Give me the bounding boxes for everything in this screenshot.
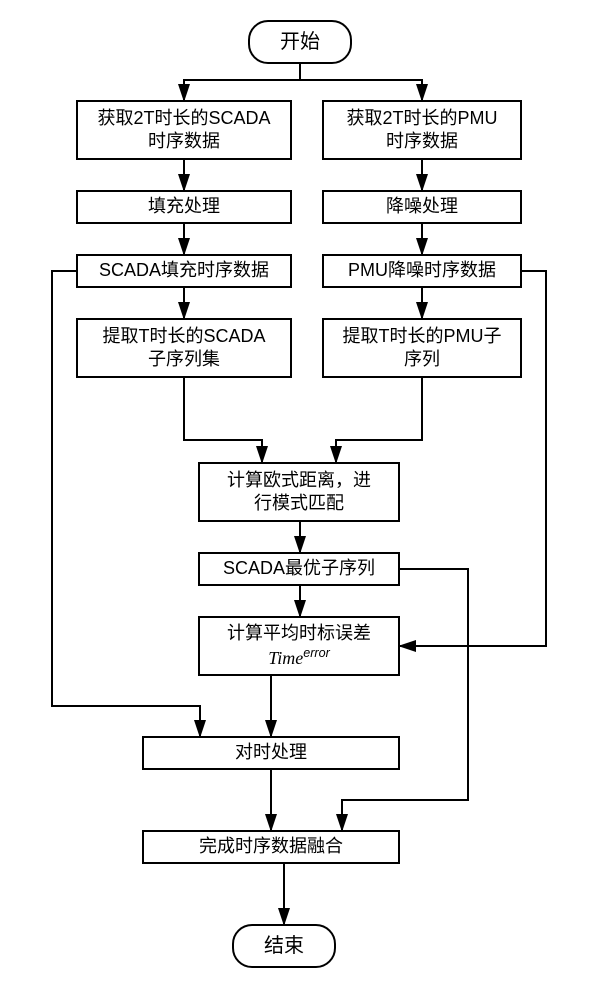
node-fusion: 完成时序数据融合	[142, 830, 400, 864]
node-sync: 对时处理	[142, 736, 400, 770]
label-fusion: 完成时序数据融合	[199, 835, 343, 858]
label-time-var: Time	[268, 648, 303, 668]
label-time-err-formula: Timeerror	[227, 645, 371, 670]
label-time-err: 计算平均时标误差	[227, 622, 371, 645]
node-pmu-acq: 获取2T时长的PMU时序数据	[322, 100, 522, 160]
label-pmu-acq: 获取2T时长的PMU时序数据	[346, 107, 497, 154]
node-pmu-extract: 提取T时长的PMU子序列	[322, 318, 522, 378]
label-pmu-extract: 提取T时长的PMU子序列	[343, 325, 502, 372]
label-denoise: 降噪处理	[386, 195, 458, 218]
node-time-err: 计算平均时标误差 Timeerror	[198, 616, 400, 676]
label-pmu-denoise: PMU降噪时序数据	[348, 259, 496, 282]
node-scada-opt: SCADA最优子序列	[198, 552, 400, 586]
label-start: 开始	[280, 29, 320, 55]
node-start: 开始	[248, 20, 352, 64]
node-end: 结束	[232, 924, 336, 968]
label-fill: 填充处理	[148, 195, 220, 218]
node-fill: 填充处理	[76, 190, 292, 224]
node-scada-extract: 提取T时长的SCADA子序列集	[76, 318, 292, 378]
label-scada-extract: 提取T时长的SCADA子序列集	[102, 325, 265, 372]
node-scada-fill: SCADA填充时序数据	[76, 254, 292, 288]
label-time-sup: error	[303, 646, 330, 660]
label-end: 结束	[264, 933, 304, 959]
node-denoise: 降噪处理	[322, 190, 522, 224]
label-time-err-wrapper: 计算平均时标误差 Timeerror	[227, 622, 371, 671]
label-scada-fill: SCADA填充时序数据	[99, 259, 269, 282]
flowchart-container: 开始 获取2T时长的SCADA时序数据 获取2T时长的PMU时序数据 填充处理 …	[0, 0, 599, 1000]
label-scada-acq: 获取2T时长的SCADA时序数据	[97, 107, 270, 154]
label-sync: 对时处理	[235, 741, 307, 764]
node-scada-acq: 获取2T时长的SCADA时序数据	[76, 100, 292, 160]
label-euclid: 计算欧式距离，进行模式匹配	[227, 469, 371, 516]
node-pmu-denoise: PMU降噪时序数据	[322, 254, 522, 288]
node-euclid: 计算欧式距离，进行模式匹配	[198, 462, 400, 522]
label-scada-opt: SCADA最优子序列	[223, 557, 375, 580]
